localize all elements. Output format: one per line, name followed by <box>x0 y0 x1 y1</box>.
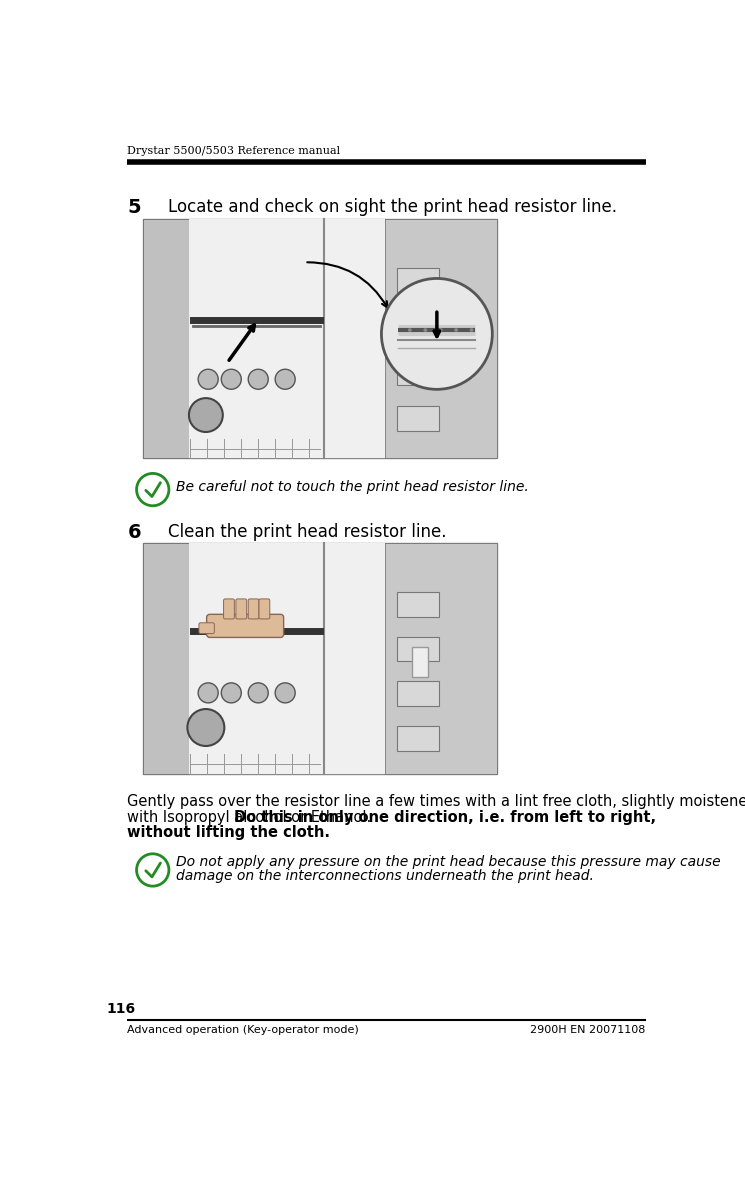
Text: Drystar 5500/5503 Reference manual: Drystar 5500/5503 Reference manual <box>127 146 340 157</box>
Bar <box>397 268 440 293</box>
Text: Advanced operation (Key-operator mode): Advanced operation (Key-operator mode) <box>127 1025 359 1034</box>
Text: Do not apply any pressure on the print head because this pressure may cause: Do not apply any pressure on the print h… <box>176 855 720 868</box>
Circle shape <box>136 473 169 505</box>
Circle shape <box>248 369 268 389</box>
Circle shape <box>248 683 268 703</box>
Bar <box>397 407 440 431</box>
Text: Be careful not to touch the print head resistor line.: Be careful not to touch the print head r… <box>176 479 529 493</box>
Text: 5: 5 <box>127 198 141 217</box>
Bar <box>143 543 497 773</box>
Circle shape <box>454 329 458 332</box>
Circle shape <box>439 329 443 332</box>
Circle shape <box>221 369 241 389</box>
Text: Clean the print head resistor line.: Clean the print head resistor line. <box>168 523 447 542</box>
Bar <box>385 219 497 458</box>
Text: with Isopropyl alcohol or Ethanol.: with Isopropyl alcohol or Ethanol. <box>127 810 376 824</box>
Bar <box>143 219 189 458</box>
Bar <box>397 361 440 385</box>
Bar <box>397 637 440 662</box>
Bar <box>189 543 385 773</box>
Bar <box>412 648 428 677</box>
FancyBboxPatch shape <box>259 599 270 619</box>
Circle shape <box>136 854 169 886</box>
FancyBboxPatch shape <box>224 599 235 619</box>
Bar <box>397 592 440 617</box>
Circle shape <box>423 329 427 332</box>
Circle shape <box>188 709 224 746</box>
Text: Gently pass over the resistor line a few times with a lint free cloth, slightly : Gently pass over the resistor line a few… <box>127 793 745 809</box>
Text: 6: 6 <box>127 523 141 542</box>
Text: Locate and check on sight the print head resistor line.: Locate and check on sight the print head… <box>168 198 617 216</box>
Text: without lifting the cloth.: without lifting the cloth. <box>127 825 330 841</box>
Bar <box>397 726 440 751</box>
FancyBboxPatch shape <box>248 599 259 619</box>
Text: damage on the interconnections underneath the print head.: damage on the interconnections underneat… <box>176 869 594 884</box>
Circle shape <box>469 329 473 332</box>
Circle shape <box>221 683 241 703</box>
Circle shape <box>275 683 295 703</box>
FancyBboxPatch shape <box>199 623 215 633</box>
Circle shape <box>198 683 218 703</box>
Circle shape <box>275 369 295 389</box>
Circle shape <box>408 329 412 332</box>
Circle shape <box>189 398 223 432</box>
FancyBboxPatch shape <box>206 614 284 637</box>
Bar <box>189 219 385 458</box>
Bar <box>397 681 440 706</box>
Text: 2900H EN 20071108: 2900H EN 20071108 <box>530 1025 645 1034</box>
Bar <box>143 219 497 458</box>
Bar <box>397 314 440 339</box>
Bar <box>143 543 189 773</box>
Circle shape <box>381 279 492 389</box>
Text: Do this in only one direction, i.e. from left to right,: Do this in only one direction, i.e. from… <box>234 810 656 824</box>
Bar <box>385 543 497 773</box>
FancyBboxPatch shape <box>236 599 247 619</box>
Circle shape <box>198 369 218 389</box>
Text: 116: 116 <box>107 1002 136 1016</box>
